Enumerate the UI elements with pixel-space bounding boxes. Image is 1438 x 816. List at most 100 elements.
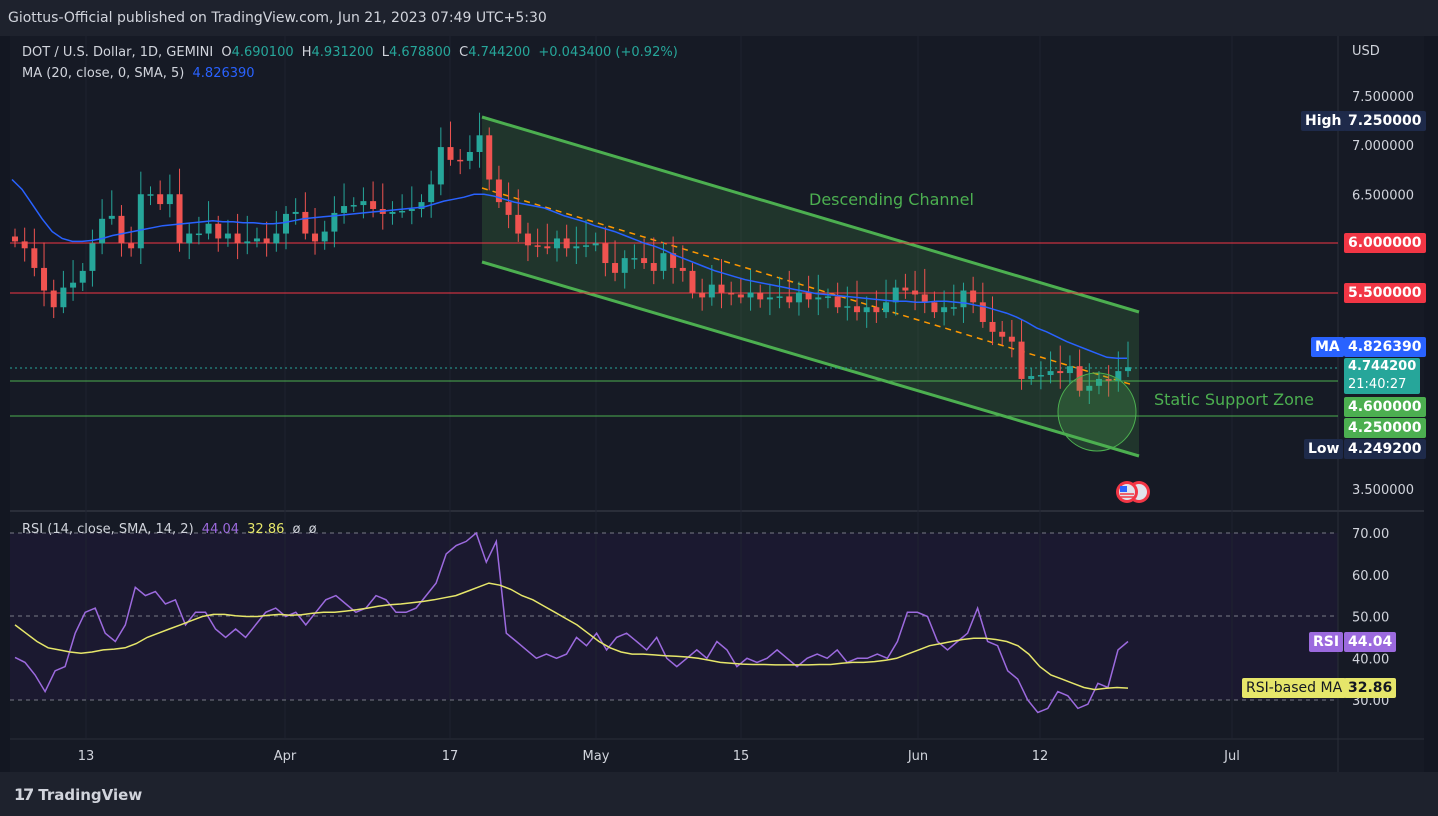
candle-down — [1018, 341, 1025, 379]
rsi-ma-line — [14, 582, 1129, 691]
candle-down — [612, 263, 619, 273]
ma-legend-value: 4.826390 — [192, 66, 255, 81]
rsi-legend-extra-2: ø — [308, 522, 317, 537]
rsi-tick-label: 70.00 — [1352, 527, 1389, 542]
candle-down — [534, 245, 541, 247]
candle-down — [931, 302, 938, 313]
tradingview-brand: TradingView — [38, 785, 143, 804]
candle-up — [1028, 376, 1035, 379]
candle-up — [273, 233, 280, 244]
price-axis-ticks: 7.500000 7.000000 6.500000 3.500000 — [1352, 90, 1414, 498]
low-value: 4.678800 — [388, 45, 451, 60]
candle-down — [1076, 366, 1083, 391]
candle-down — [979, 302, 986, 322]
candle-up — [79, 270, 86, 283]
channel-fill — [482, 117, 1139, 456]
time-tick-label: 12 — [1032, 749, 1049, 764]
candle-up — [1086, 385, 1093, 391]
candle-up — [950, 307, 957, 309]
tradingview-logo-icon: 17 — [14, 785, 34, 804]
candle-up — [428, 184, 435, 203]
high-tag: High — [1301, 111, 1346, 131]
tradingview-logo[interactable]: 17 TradingView — [14, 785, 142, 804]
candle-down — [737, 294, 744, 298]
candle-down — [21, 241, 28, 249]
candle-up — [1125, 367, 1131, 372]
candle-down — [912, 290, 919, 295]
candle-up — [437, 147, 444, 185]
candle-down — [457, 159, 464, 162]
rsi-legend-label: RSI (14, close, SMA, 14, 2) — [22, 522, 194, 537]
candle-up — [815, 297, 822, 300]
candle-up — [60, 287, 67, 308]
candle-down — [157, 194, 164, 205]
bar-countdown: 21:40:27 — [1348, 377, 1407, 392]
candle-down — [263, 238, 270, 244]
candle-up — [224, 233, 231, 239]
candle-down — [854, 306, 861, 313]
open-value: 4.690100 — [231, 45, 294, 60]
candle-down — [728, 292, 735, 295]
candle-up — [592, 243, 599, 246]
bottom-bar: 17 TradingView — [0, 772, 1438, 816]
descending-channel-label: Descending Channel — [809, 190, 974, 209]
rsi-tag: RSI — [1309, 632, 1344, 652]
candle-up — [824, 296, 831, 298]
time-tick-label: 17 — [442, 749, 459, 764]
time-tick-label: 15 — [733, 749, 750, 764]
candle-up — [466, 152, 473, 161]
rsi-legend[interactable]: RSI (14, close, SMA, 14, 2) 44.04 32.86 … — [22, 522, 321, 537]
rsi-tick-label: 60.00 — [1352, 569, 1389, 584]
price-tick-label: 7.000000 — [1352, 139, 1414, 154]
candle-down — [689, 270, 696, 293]
candle-down — [699, 292, 706, 298]
candle-down — [1105, 378, 1112, 381]
candle-up — [360, 201, 367, 206]
symbol-legend[interactable]: DOT / U.S. Dollar, 1D, GEMINI O4.690100 … — [22, 45, 682, 60]
time-tick-label: Apr — [274, 749, 297, 764]
price-tick-label: 7.500000 — [1352, 90, 1414, 105]
candle-down — [989, 321, 996, 332]
level-46-tag: 4.600000 — [1344, 397, 1426, 417]
candle-down — [641, 258, 648, 264]
candle-up — [1037, 375, 1044, 377]
high-value-tag: 7.250000 — [1344, 111, 1426, 131]
us-flag-event-icon[interactable] — [1116, 481, 1150, 503]
close-value: 4.744200 — [468, 45, 531, 60]
time-tick-label: May — [583, 749, 610, 764]
candle-up — [631, 258, 638, 260]
candle-down — [118, 215, 125, 244]
candle-up — [747, 292, 754, 298]
candle-down — [176, 194, 183, 244]
close-label: C — [459, 45, 469, 60]
ma-value-tag: 4.826390 — [1344, 337, 1426, 357]
ma-legend[interactable]: MA (20, close, 0, SMA, 5) 4.826390 — [22, 66, 259, 81]
candle-down — [650, 263, 657, 271]
candle-down — [902, 287, 909, 291]
rsi-ma-legend-value: 32.86 — [247, 522, 285, 537]
static-support-label: Static Support Zone — [1154, 390, 1314, 409]
candle-down — [312, 233, 319, 242]
candle-up — [321, 231, 328, 242]
candle-up — [99, 218, 106, 244]
support-zone-circle — [1057, 372, 1137, 452]
candle-up — [660, 253, 667, 271]
candle-up — [795, 292, 802, 303]
price-tick-label: 3.500000 — [1352, 483, 1414, 498]
candle-down — [873, 307, 880, 313]
candle-up — [476, 135, 483, 153]
candle-up — [844, 306, 851, 308]
low-value-tag: 4.249200 — [1344, 439, 1426, 459]
time-tick-label: Jun — [907, 749, 928, 764]
level-6-tag: 6.000000 — [1344, 233, 1426, 253]
ma-line — [11, 178, 1127, 360]
candle-up — [766, 297, 773, 300]
candle-down — [1057, 371, 1064, 374]
candle-down — [128, 243, 135, 249]
candle-down — [515, 214, 522, 234]
time-tick-label: Jul — [1223, 749, 1240, 764]
candle-up — [147, 194, 154, 196]
candle-down — [679, 267, 686, 271]
